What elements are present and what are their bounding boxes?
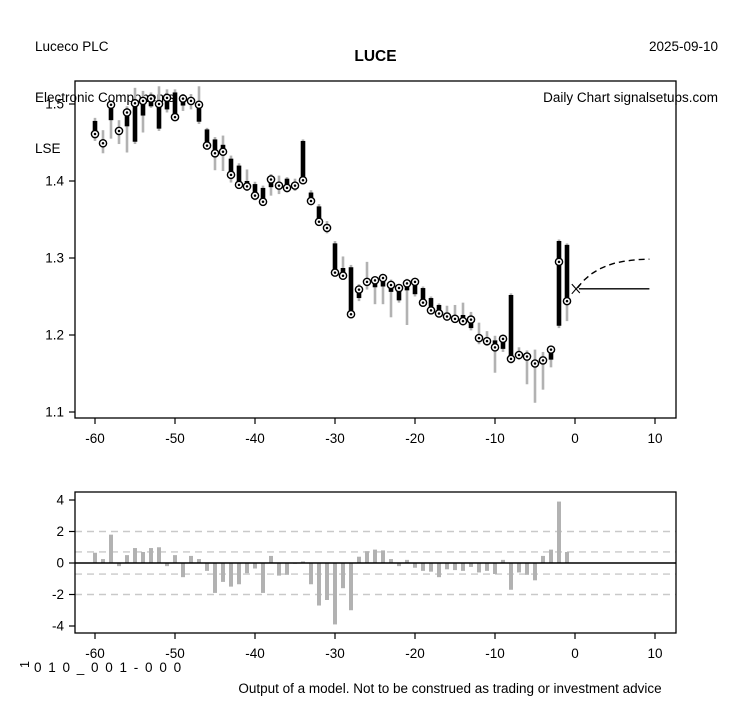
svg-text:-20: -20 — [405, 431, 425, 446]
svg-text:-20: -20 — [405, 646, 425, 661]
chart-title: LUCE — [354, 48, 397, 65]
price-y-axis: 1.1 1.2 1.3 1.4 1.5 — [45, 97, 75, 420]
model-x-axis: -60 -50 -40 -30 -20 -10 0 10 — [85, 633, 663, 661]
svg-text:10: 10 — [647, 431, 662, 446]
header-right-block: 2025-09-10 Daily Chart signalsetups.com — [543, 4, 718, 123]
header-exchange: LSE — [35, 141, 61, 156]
svg-text:-50: -50 — [165, 646, 185, 661]
svg-text:1.2: 1.2 — [45, 328, 64, 343]
svg-text:-2: -2 — [52, 587, 64, 602]
price-wicks — [93, 86, 569, 403]
svg-text:-50: -50 — [165, 431, 185, 446]
header-company: Luceco PLC — [35, 39, 109, 54]
svg-text:-4: -4 — [52, 619, 64, 634]
svg-text:-40: -40 — [245, 646, 265, 661]
model-bars — [93, 501, 569, 625]
svg-text:1.3: 1.3 — [45, 251, 64, 266]
svg-text:1.1: 1.1 — [45, 405, 64, 420]
price-x-axis: -60 -50 -40 -30 -20 -10 0 10 — [85, 418, 663, 446]
footer-disclaimer: Output of a model. Not to be construed a… — [238, 681, 662, 696]
svg-text:-10: -10 — [485, 431, 505, 446]
svg-text:4: 4 — [56, 493, 64, 508]
svg-text:-10: -10 — [485, 646, 505, 661]
header-subtitle: Daily Chart signalsetups.com — [543, 90, 718, 105]
price-plot-box — [74, 80, 677, 419]
model-y-axis: -4 -2 0 2 4 — [52, 493, 75, 634]
svg-text:10: 10 — [647, 646, 662, 661]
svg-text:0: 0 — [571, 646, 579, 661]
forecast-dashed-line — [576, 258, 650, 289]
svg-text:0: 0 — [56, 556, 64, 571]
svg-text:2: 2 — [56, 524, 64, 539]
svg-text:-40: -40 — [245, 431, 265, 446]
svg-text:-30: -30 — [325, 646, 345, 661]
svg-text:-60: -60 — [85, 646, 105, 661]
forecast — [571, 258, 650, 295]
header-date: 2025-09-10 — [648, 39, 718, 54]
footer-code: 0 1 0 _ 0 0 1 - 0 0 0 — [34, 660, 183, 675]
svg-text:0: 0 — [571, 431, 579, 446]
svg-text:1.5: 1.5 — [45, 97, 64, 112]
price-close-markers — [90, 93, 572, 368]
svg-text:-30: -30 — [325, 431, 345, 446]
svg-text:-60: -60 — [85, 431, 105, 446]
svg-text:1.4: 1.4 — [45, 174, 64, 189]
footer-side-label: 1 — [18, 661, 32, 668]
